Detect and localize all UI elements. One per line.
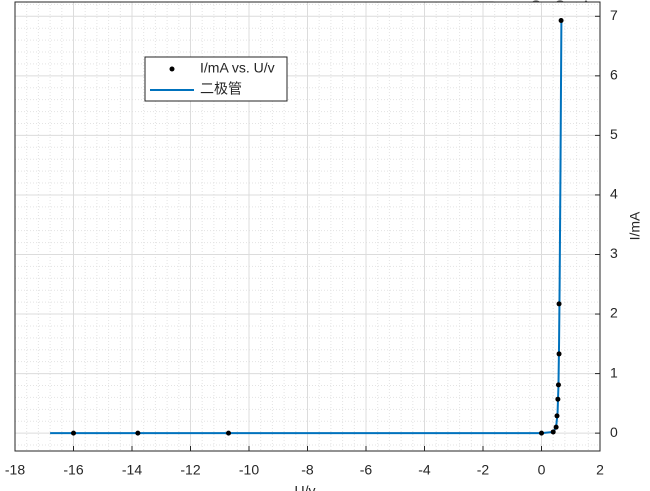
x-tick-label: -16 <box>63 462 83 478</box>
x-tick-label: -10 <box>239 462 259 478</box>
data-point <box>555 382 561 388</box>
legend-marker <box>169 66 175 72</box>
y-tick-label: 4 <box>610 186 618 202</box>
y-tick-label: 1 <box>610 364 618 380</box>
x-tick-label: 0 <box>538 462 546 478</box>
x-tick-label: -18 <box>5 462 25 478</box>
axes-box <box>14 1 601 452</box>
x-tick-label: -12 <box>180 462 200 478</box>
y-axis-label: I/mA <box>627 211 643 240</box>
legend-box <box>144 56 288 102</box>
x-tick-label: -8 <box>301 462 314 478</box>
legend: I/mA vs. U/v 二极管 <box>144 56 288 102</box>
data-point <box>539 430 544 436</box>
y-tick-label: 0 <box>610 424 618 440</box>
data-point <box>555 396 561 402</box>
data-point <box>553 424 559 430</box>
y-tick-label: 6 <box>610 67 618 83</box>
x-tick-label: -2 <box>477 462 490 478</box>
data-point <box>71 430 76 436</box>
legend-label: 二极管 <box>200 81 242 97</box>
x-axis-label: U/v <box>295 483 316 491</box>
data-point <box>550 429 556 435</box>
data-point <box>135 430 141 436</box>
y-tick-label: 3 <box>610 245 618 261</box>
y-tick-label: 2 <box>610 305 618 321</box>
x-tick-label: -14 <box>122 462 142 478</box>
data-line <box>50 20 563 435</box>
data-point <box>554 413 560 419</box>
y-tick-label: 7 <box>610 7 618 23</box>
data-point <box>226 430 232 436</box>
x-tick-label: -4 <box>418 462 431 478</box>
data-point <box>556 301 562 307</box>
y-tick-label: 5 <box>610 126 618 142</box>
data-point <box>556 351 562 357</box>
x-tick-label: -6 <box>360 462 373 478</box>
data-point <box>558 17 564 23</box>
x-tick-label: 2 <box>596 462 604 478</box>
legend-label: I/mA vs. U/v <box>200 60 275 76</box>
